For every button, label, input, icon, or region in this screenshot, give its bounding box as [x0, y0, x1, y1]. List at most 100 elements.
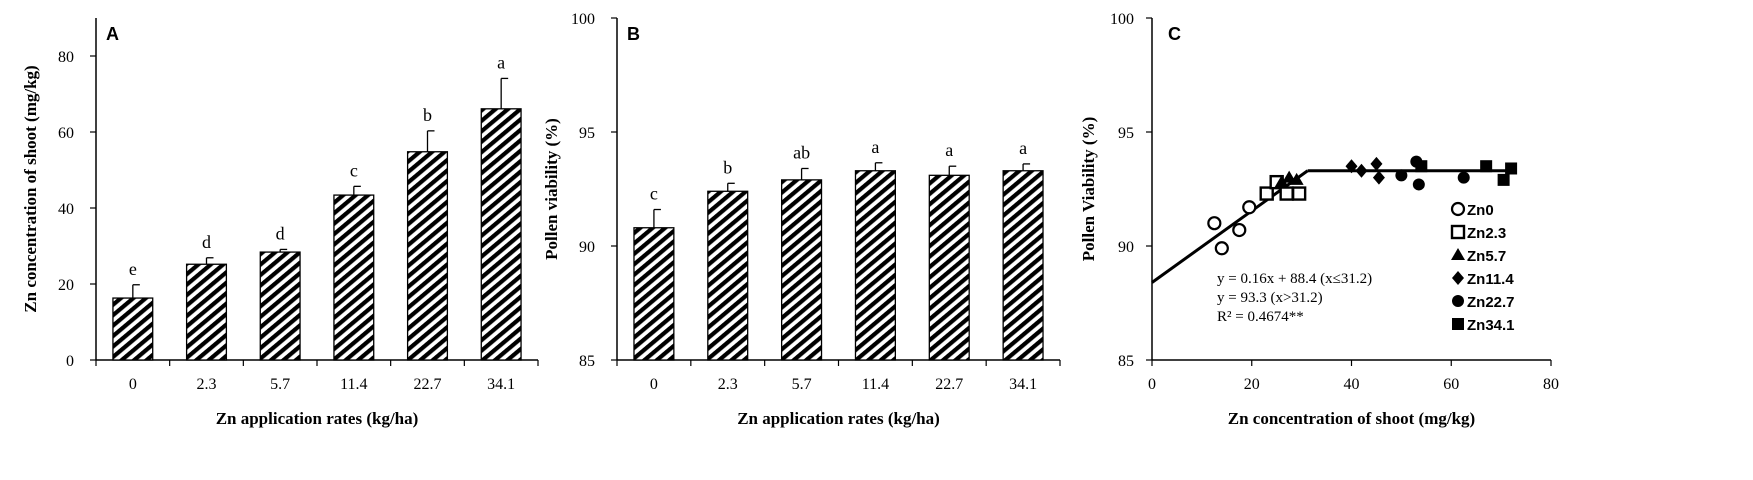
panel-c-data-point	[1505, 162, 1518, 175]
panel-b-significance-label: a	[945, 140, 953, 160]
panel-b-bar	[928, 174, 970, 361]
panel-c-data-point	[1412, 178, 1425, 191]
panel-b-bar	[633, 227, 675, 361]
panel-a-x-tick-label: 5.7	[270, 376, 290, 393]
panel-b-x-tick-label: 22.7	[935, 376, 963, 393]
panel-a-bar	[185, 263, 228, 361]
panel-c-x-tick-label: 40	[1344, 376, 1360, 393]
panel-a-x-tick-label: 0	[129, 376, 137, 393]
panel-a-y-tick-label: 80	[58, 49, 74, 66]
panel-c-data-point	[1415, 160, 1428, 173]
panel-c-data-point	[1214, 241, 1229, 256]
panel-c-data-point	[1457, 171, 1470, 184]
panel-a-y-tick-label: 40	[58, 201, 74, 218]
panel-a-y-tick-label: 60	[58, 125, 74, 142]
panel-b-significance-label: a	[871, 137, 879, 157]
panel-a-bar	[333, 194, 375, 361]
panel-b-y-tick-label: 90	[579, 239, 595, 256]
panel-b-bar	[780, 179, 823, 361]
panel-c-data-point	[1232, 222, 1247, 238]
panel-c-fit-equation: y = 93.3 (x>31.2)	[1217, 290, 1323, 306]
panel-c-data-point	[1289, 172, 1304, 185]
panel-a-bar	[112, 297, 154, 361]
panel-c-data-point	[1355, 163, 1368, 178]
panel-a-x-tick-label: 22.7	[414, 376, 442, 393]
panel-c-data-point	[1345, 159, 1358, 174]
panel-c-data-point	[1259, 186, 1274, 201]
panel-c-data-point	[1242, 200, 1257, 215]
panel-c-legend-marker	[1452, 295, 1464, 307]
panel-c-data-point	[1274, 175, 1289, 188]
panel-b-y-tick-label: 85	[579, 353, 595, 370]
panel-c-x-axis-title: Zn concentration of shoot (mg/kg)	[1228, 409, 1475, 428]
panel-b-bar	[707, 190, 749, 361]
panel-c-fit-equation: R² = 0.4674**	[1217, 309, 1304, 325]
panel-a-significance-label: d	[202, 232, 211, 252]
panel-c-y-tick-label: 90	[1118, 239, 1134, 256]
panel-a-x-tick-label: 2.3	[197, 376, 217, 393]
panel-c-x-tick-label: 80	[1543, 376, 1559, 393]
panel-b-y-axis-title: Pollen viability (%)	[542, 118, 561, 260]
panel-c-legend-marker	[1451, 248, 1465, 260]
panel-c-legend-label: Zn5.7	[1467, 248, 1506, 265]
panel-a-significance-label: e	[129, 259, 137, 279]
panel-b-significance-label: a	[1019, 138, 1027, 158]
panel-c-legend-marker	[1450, 224, 1466, 240]
panel-b-x-tick-label: 0	[650, 376, 658, 393]
panel-a-x-axis-title: Zn application rates (kg/ha)	[216, 409, 419, 428]
panel-b-x-tick-label: 2.3	[718, 376, 738, 393]
panel-c-data-point	[1480, 160, 1493, 173]
panel-c-data-point	[1370, 156, 1383, 171]
panel-c-legend-label: Zn2.3	[1467, 225, 1506, 242]
panel-b-y-tick-label: 100	[571, 11, 595, 28]
panel-a-x-tick-label: 11.4	[340, 376, 367, 393]
panel-a-significance-label: b	[423, 105, 432, 125]
panel-a-panel-label: A	[106, 24, 119, 44]
panel-c-legend-marker	[1450, 201, 1466, 217]
panel-c-data-point	[1372, 170, 1385, 185]
panel-c-legend-label: Zn22.7	[1467, 294, 1515, 311]
panel-b-chart: 85 90 95 100 c 0 b 2.3 ab 5.7 a 11.4 a 22.7 a 34.1 Zn ap…	[542, 11, 1061, 428]
panel-b-y-tick-label: 95	[579, 125, 595, 142]
panel-c-data-point	[1395, 169, 1408, 182]
panel-c-y-axis-title: Pollen Viability (%)	[1079, 117, 1098, 262]
panel-a-significance-label: c	[350, 160, 358, 180]
panel-b-significance-label: ab	[793, 142, 810, 162]
panel-c-data-point	[1207, 216, 1222, 231]
panel-a-y-tick-label: 20	[58, 277, 74, 294]
panel-b-x-tick-label: 5.7	[792, 376, 812, 393]
panel-c-data-point	[1279, 186, 1294, 201]
panel-c-panel-label: C	[1168, 24, 1181, 44]
panel-b-x-tick-label: 34.1	[1009, 376, 1037, 393]
panel-b-x-axis-title: Zn application rates (kg/ha)	[737, 409, 940, 428]
panel-a-bar	[259, 251, 301, 361]
panel-b-bar	[1002, 170, 1044, 361]
panel-c-legend-marker	[1452, 271, 1464, 285]
panel-a-y-tick-label: 0	[66, 353, 74, 370]
panel-c-legend-label: Zn0	[1467, 202, 1494, 219]
panel-a-y-axis-title: Zn concentration of shoot (mg/kg)	[21, 65, 40, 312]
panel-c-data-point	[1497, 173, 1510, 186]
panel-c-y-tick-label: 100	[1110, 11, 1134, 28]
panel-b-x-tick-label: 11.4	[862, 376, 889, 393]
panel-c-data-point	[1282, 170, 1297, 183]
panel-c-x-tick-label: 20	[1244, 376, 1260, 393]
panel-c-chart: 85 90 95 100 0 20 40 60 80 Zn0 Zn2.3 Zn5.7 Zn11.4 Zn2…	[1079, 11, 1559, 428]
panel-b-panel-label: B	[627, 24, 640, 44]
panel-b-significance-label: c	[650, 184, 658, 204]
panel-c-legend-label: Zn11.4	[1467, 271, 1514, 288]
panel-c-x-tick-label: 60	[1443, 376, 1459, 393]
panel-b-significance-label: b	[723, 157, 732, 177]
panel-a-significance-label: a	[497, 52, 505, 72]
panel-c-data-point	[1291, 186, 1307, 201]
panel-a-chart: 0 20 40 60 80 e 0 d 2.3 d 5.7 c 11.4 b 22.7 a 34.1 Zn app…	[21, 18, 539, 428]
panel-c-y-tick-label: 95	[1118, 125, 1134, 142]
panel-c-x-tick-label: 0	[1148, 376, 1156, 393]
panel-a-bar	[480, 108, 522, 361]
panel-c-legend-marker	[1452, 318, 1464, 330]
panel-a-x-tick-label: 34.1	[487, 376, 515, 393]
panel-c-legend-label: Zn34.1	[1467, 317, 1515, 334]
panel-a-bar	[406, 151, 449, 361]
panel-c-y-tick-label: 85	[1118, 353, 1134, 370]
